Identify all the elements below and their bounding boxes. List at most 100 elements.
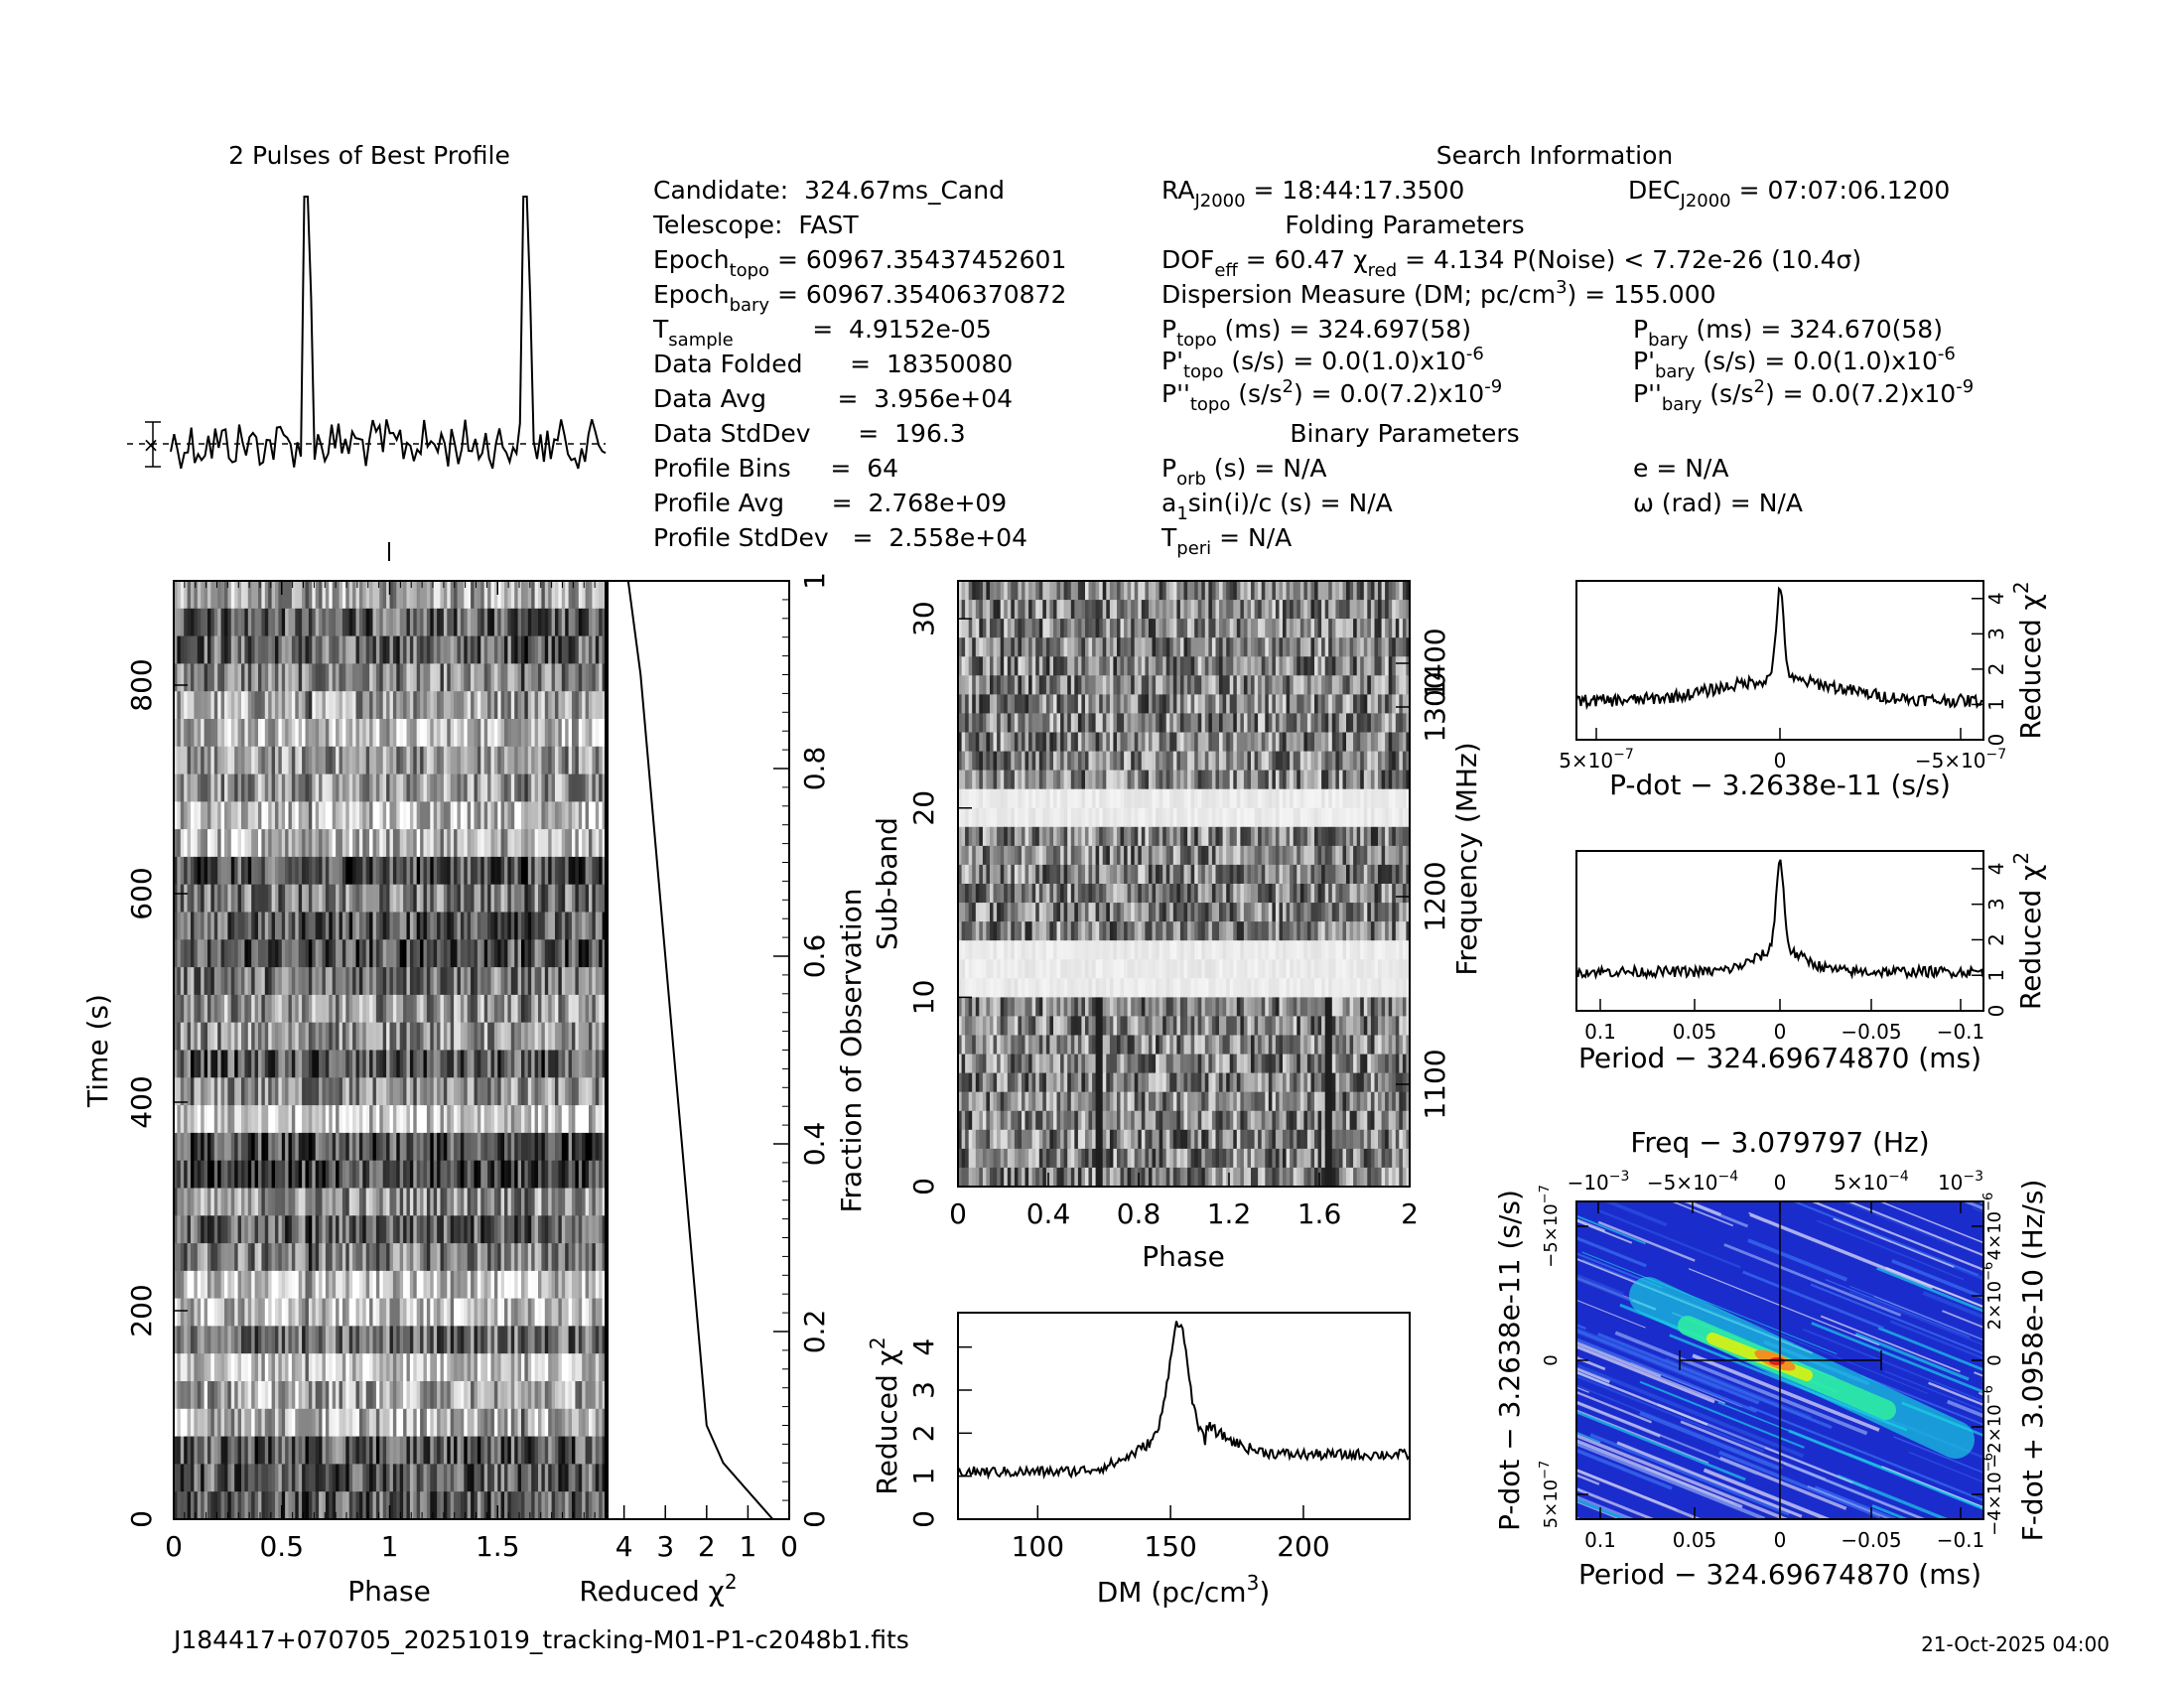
pixel	[1159, 600, 1163, 620]
pixel	[329, 1381, 334, 1410]
pixel	[527, 1298, 532, 1327]
pixel	[450, 1132, 455, 1162]
pixel	[375, 774, 380, 802]
pixel	[497, 635, 502, 664]
pixel	[555, 801, 559, 830]
pixel	[336, 1464, 341, 1492]
pixel	[599, 1353, 604, 1382]
pixel	[1081, 619, 1086, 638]
pixel	[433, 1464, 438, 1492]
pixel	[207, 1022, 211, 1052]
pixel	[493, 1132, 498, 1162]
pixel	[207, 1353, 211, 1382]
pixel	[375, 1132, 380, 1162]
pixel	[1134, 581, 1139, 601]
pixel	[174, 1353, 178, 1382]
pixel	[599, 1243, 604, 1272]
pixel	[1179, 581, 1185, 601]
pixel	[375, 1353, 380, 1382]
pixel	[332, 1381, 337, 1410]
pixel	[177, 1491, 182, 1520]
pixel	[413, 581, 418, 610]
pixel	[241, 1132, 245, 1162]
pixel	[440, 719, 445, 748]
pixel	[413, 1132, 418, 1162]
pixel	[227, 1050, 232, 1078]
pixel	[440, 856, 445, 886]
pixel	[589, 801, 593, 830]
pixel	[504, 994, 508, 1024]
pixel	[497, 1188, 502, 1216]
pixel	[288, 856, 293, 886]
pixel	[392, 691, 397, 720]
pixel	[329, 1298, 334, 1327]
pixel	[389, 1408, 394, 1438]
pixel	[204, 1353, 208, 1382]
pixel	[589, 1408, 593, 1438]
pixel	[1268, 581, 1273, 601]
pixel	[305, 1105, 310, 1134]
pixel	[339, 663, 343, 692]
pixel	[592, 1243, 597, 1272]
pixel	[339, 801, 343, 830]
pixel	[217, 1215, 222, 1244]
pixel	[295, 663, 300, 692]
pixel	[392, 1270, 397, 1300]
pixel	[538, 1160, 542, 1190]
pixel	[480, 1160, 485, 1190]
pixel	[322, 1353, 327, 1382]
pixel	[568, 663, 573, 692]
pixel	[251, 939, 256, 968]
pixel	[278, 1464, 283, 1492]
pixel	[1346, 619, 1351, 638]
pixel	[319, 1160, 324, 1190]
pixel	[524, 746, 529, 775]
pixel	[531, 1270, 536, 1300]
pixel	[336, 1188, 341, 1216]
pixel	[1187, 600, 1192, 620]
pixel	[958, 637, 963, 657]
pixel	[541, 939, 546, 968]
pixel	[197, 967, 202, 996]
pixel	[339, 1215, 343, 1244]
pixel	[312, 1105, 317, 1134]
pixel	[345, 1464, 350, 1492]
pixel	[403, 774, 408, 802]
pixel	[474, 1326, 478, 1354]
pixel	[1038, 600, 1043, 620]
pixel	[464, 1188, 469, 1216]
pixel	[433, 1491, 438, 1520]
pixel	[184, 608, 189, 637]
pixel	[241, 856, 245, 886]
pixel	[1117, 600, 1122, 620]
pixel	[982, 619, 988, 638]
pixel	[207, 1132, 211, 1162]
pixel	[575, 1188, 580, 1216]
pixel	[275, 939, 279, 968]
pixel	[241, 912, 245, 940]
pixel	[504, 1298, 508, 1327]
pixel	[197, 801, 202, 830]
pixel	[227, 884, 232, 914]
pixel	[403, 1215, 408, 1244]
pixel	[379, 912, 384, 940]
pixel	[348, 1408, 353, 1438]
pixel	[589, 691, 593, 720]
pixel	[480, 884, 485, 914]
pixel	[474, 719, 478, 748]
pixel	[1204, 581, 1209, 601]
pixel	[965, 581, 970, 601]
pixel	[184, 774, 189, 802]
pixel	[345, 1215, 350, 1244]
pixel	[369, 1436, 374, 1465]
pixel	[1141, 600, 1146, 620]
pixel	[399, 1022, 404, 1052]
pixel	[1338, 619, 1344, 638]
pixel	[1201, 581, 1206, 601]
pixel	[358, 774, 363, 802]
pixel	[1056, 581, 1061, 601]
pixel	[589, 1243, 593, 1272]
pixel	[464, 1270, 469, 1300]
folding-title: Folding Parameters	[1285, 211, 1524, 239]
pixel	[230, 1270, 235, 1300]
